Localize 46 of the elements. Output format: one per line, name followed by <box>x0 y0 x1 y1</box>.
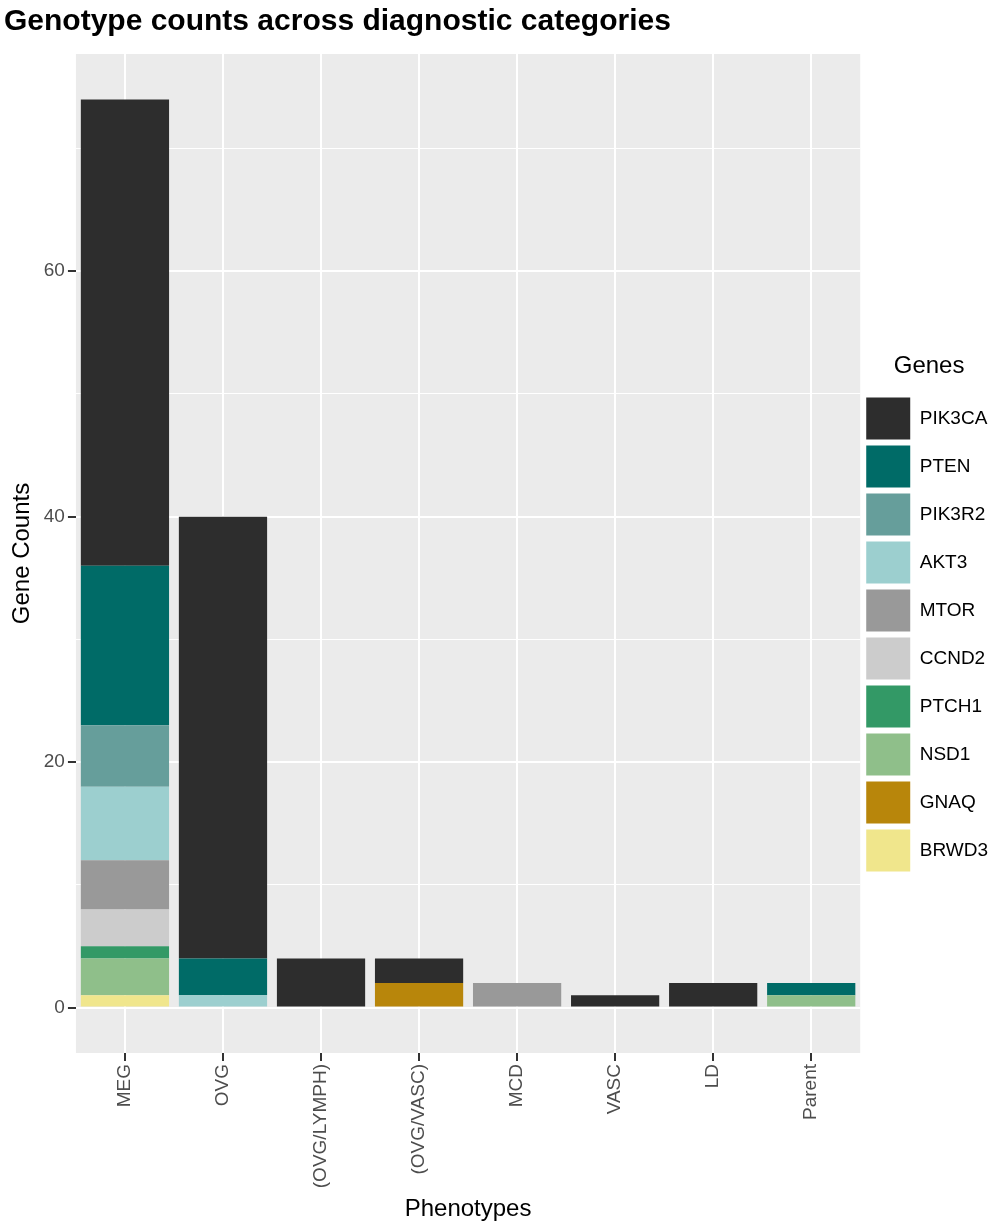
legend-label: PTCH1 <box>919 694 983 716</box>
bar <box>80 946 170 959</box>
x-tick-label: (OVG/VASC) <box>407 1063 429 1175</box>
y-tick-label: 0 <box>54 995 65 1017</box>
x-tick-label: Parent <box>799 1063 821 1120</box>
legend-label: PIK3CA <box>919 406 988 428</box>
bar <box>374 983 464 1007</box>
bar <box>80 786 170 861</box>
bar <box>80 99 170 566</box>
x-tick-label: MEG <box>113 1063 135 1108</box>
bar <box>571 995 660 1007</box>
legend-label: AKT3 <box>919 550 968 572</box>
bar <box>767 995 856 1007</box>
legend-label: MTOR <box>919 598 976 620</box>
y-tick-label: 20 <box>43 750 65 772</box>
bar <box>767 983 856 996</box>
bar <box>374 958 464 984</box>
y-axis-title: Gene Counts <box>7 482 35 625</box>
bar <box>80 995 170 1007</box>
legend-label: BRWD3 <box>919 838 989 860</box>
y-tick-label: 40 <box>43 504 65 526</box>
legend-label: CCND2 <box>919 646 986 668</box>
chart-title: Genotype counts across diagnostic categories <box>4 3 671 37</box>
bar <box>80 860 170 910</box>
bar <box>472 983 562 1007</box>
bar <box>80 725 170 787</box>
bar <box>80 565 170 726</box>
x-tick-label: (OVG/LYMPH) <box>309 1063 331 1189</box>
bar <box>80 958 170 996</box>
x-tick-label: MCD <box>505 1063 527 1108</box>
y-tick-label: 60 <box>43 259 65 281</box>
legend-label: PTEN <box>919 454 971 476</box>
legend-title: Genes <box>893 351 965 379</box>
bar <box>669 983 758 1007</box>
legend-label: NSD1 <box>919 742 971 764</box>
bar <box>178 516 268 959</box>
x-tick-label: LD <box>701 1063 723 1089</box>
x-axis-title: Phenotypes <box>404 1194 532 1222</box>
bar <box>178 995 268 1007</box>
bar <box>276 958 366 1007</box>
bar <box>178 958 268 996</box>
x-tick-label: OVG <box>211 1063 233 1107</box>
x-tick-label: VASC <box>603 1063 625 1115</box>
bar <box>80 909 170 947</box>
legend-label: GNAQ <box>919 790 976 812</box>
legend-label: PIK3R2 <box>919 502 986 524</box>
